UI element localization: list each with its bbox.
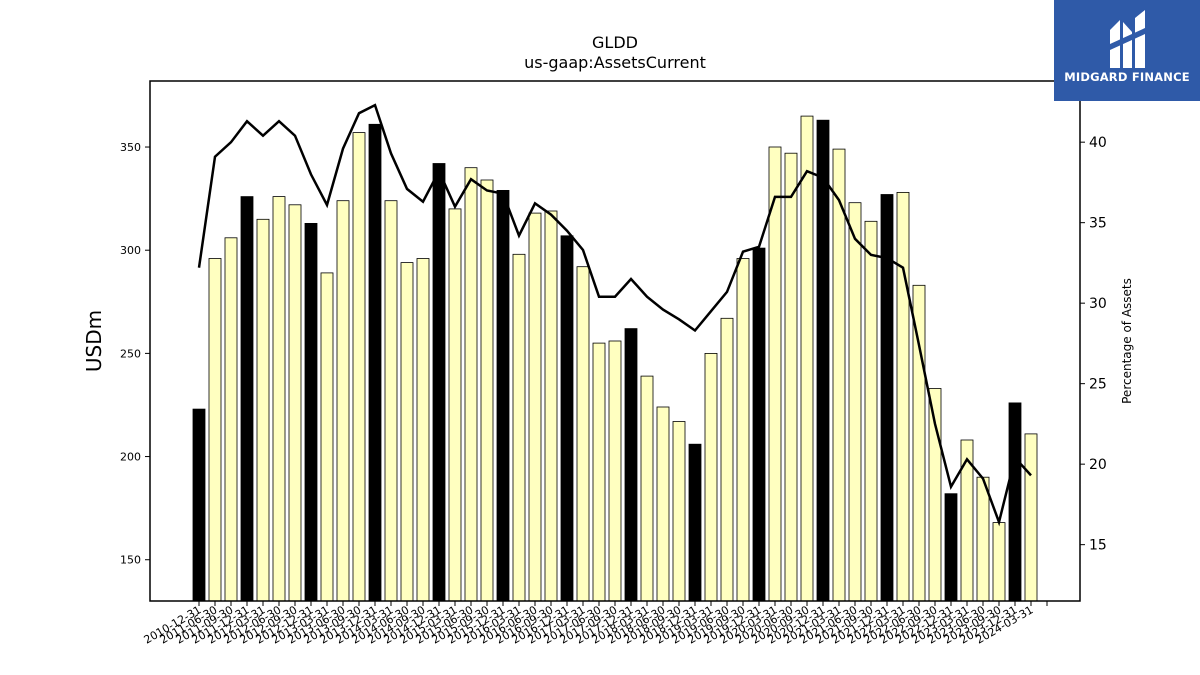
bar: [256, 218, 270, 602]
bar: [592, 342, 606, 602]
y-tick-label: 150: [120, 554, 141, 567]
brand-name: MIDGARD FINANCE: [1064, 70, 1190, 84]
bar: [448, 208, 462, 602]
bar: [528, 212, 542, 602]
y2-tick-label: 15: [1089, 538, 1107, 554]
bar: [848, 202, 862, 602]
bar: [976, 476, 990, 602]
y2-tick-label: 25: [1089, 377, 1107, 393]
y2-tick-label: 20: [1089, 457, 1107, 473]
y2-tick-label: 30: [1089, 296, 1107, 312]
bar: [1024, 433, 1038, 602]
y2-axis: 15 20 25 30 35 40: [1080, 135, 1107, 554]
line-series: [197, 103, 1032, 527]
bar: [512, 253, 526, 602]
bar: [624, 328, 638, 602]
y-axis: 150 200 250 300 350: [120, 141, 150, 567]
bar: [288, 204, 302, 602]
bar: [1008, 402, 1022, 602]
y2-axis-label: Percentage of Assets: [1120, 278, 1134, 404]
y-axis-label: USDm: [82, 310, 106, 372]
chart-subtitle: us-gaap:AssetsCurrent: [524, 53, 706, 72]
bar: [336, 200, 350, 602]
bar: [192, 408, 206, 602]
bar: [240, 196, 254, 602]
bar: [352, 132, 366, 602]
chart-title: GLDD: [592, 33, 638, 52]
bar: [944, 493, 958, 602]
bar: [224, 237, 238, 602]
y-tick-label: 350: [120, 141, 141, 154]
bar: [544, 210, 558, 602]
y-tick-label: 300: [120, 244, 141, 257]
bar: [768, 146, 782, 602]
bar: [608, 340, 622, 602]
midgard-logo-icon: [1110, 10, 1145, 68]
bar: [496, 189, 510, 602]
bar: [560, 235, 574, 602]
bar: [640, 375, 654, 602]
bar: [416, 258, 430, 602]
bar: [688, 443, 702, 602]
line-path: [197, 103, 1032, 527]
y-tick-label: 250: [120, 347, 141, 360]
bar: [304, 222, 318, 602]
brand-logo: MIDGARD FINANCE: [1054, 0, 1200, 101]
bar: [864, 220, 878, 602]
y-tick-label: 200: [120, 451, 141, 464]
bar: [208, 258, 222, 602]
bar: [800, 115, 814, 602]
bar: [672, 421, 686, 602]
bar: [432, 163, 446, 602]
bar: [816, 119, 830, 602]
bar: [656, 406, 670, 602]
bar: [912, 284, 926, 602]
bar: [896, 191, 910, 602]
bar: [320, 272, 334, 602]
plot-frame: [149, 80, 1081, 602]
bar: [272, 196, 286, 602]
bar: [736, 258, 750, 602]
bar: [704, 352, 718, 602]
x-axis: 2010-12-312011-06-302011-09-302011-12-31…: [142, 601, 1048, 647]
bar: [576, 266, 590, 602]
bar: [464, 167, 478, 602]
bar: [384, 200, 398, 602]
bar: [480, 179, 494, 602]
bar: [720, 317, 734, 602]
y2-tick-label: 40: [1089, 135, 1107, 151]
bar: [400, 262, 414, 602]
bar: [880, 194, 894, 602]
bar: [832, 148, 846, 602]
bar: [992, 522, 1006, 602]
y2-tick-label: 35: [1089, 216, 1107, 232]
bar: [752, 247, 766, 602]
bar: [784, 152, 798, 602]
bar: [368, 123, 382, 602]
